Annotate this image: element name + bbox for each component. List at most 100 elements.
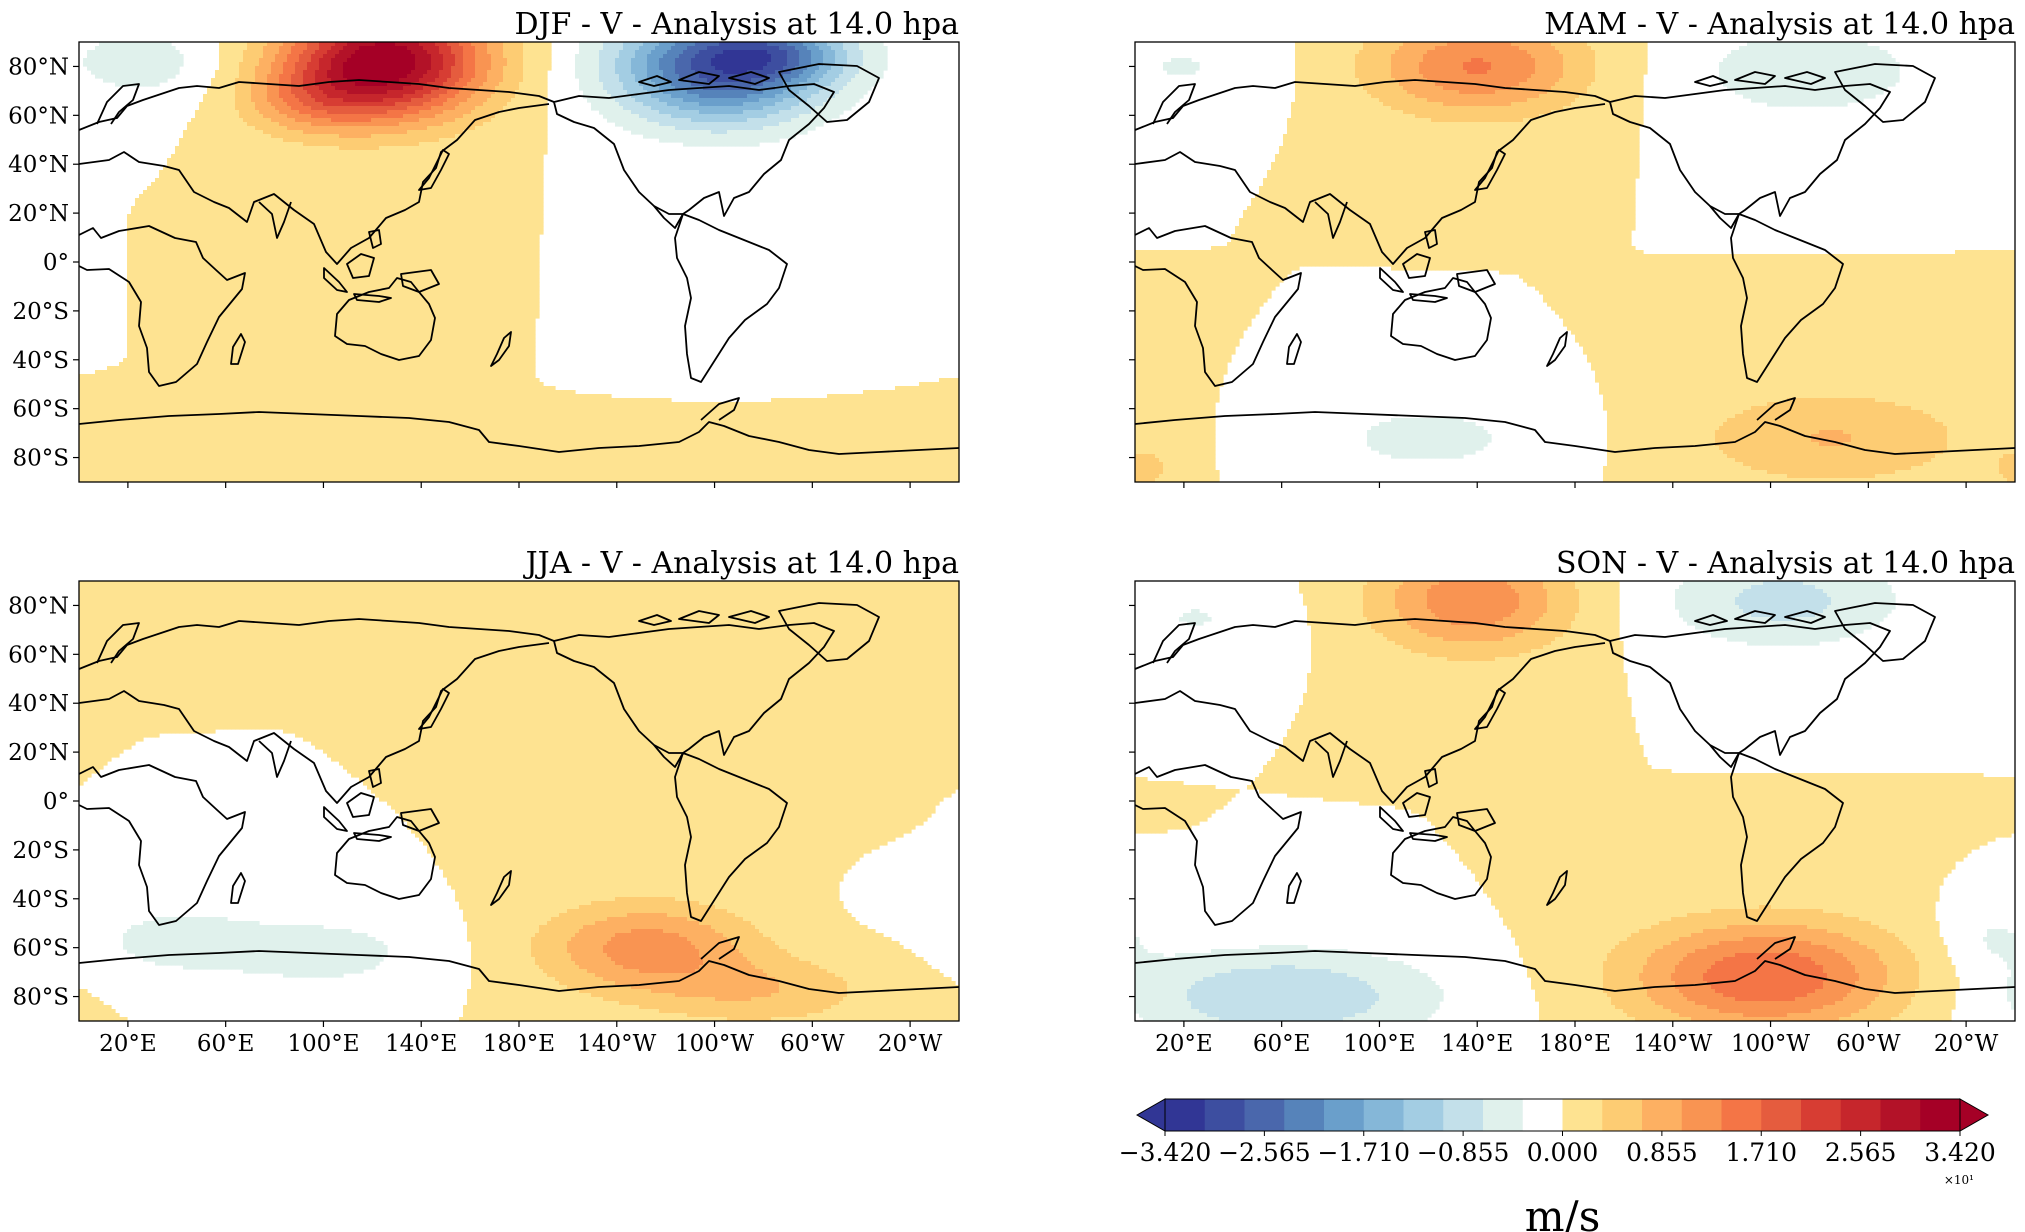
field-cell xyxy=(315,50,320,55)
field-cell xyxy=(419,90,424,95)
field-cell xyxy=(727,102,732,107)
field-cell xyxy=(255,154,260,159)
field-cell xyxy=(231,150,236,155)
field-cell xyxy=(123,54,128,59)
field-cell xyxy=(659,110,664,115)
field-cell xyxy=(715,102,720,107)
field-cell xyxy=(467,162,472,167)
field-cell xyxy=(443,126,448,131)
field-cell xyxy=(299,126,304,131)
field-cell xyxy=(663,98,668,103)
field-cell xyxy=(483,62,488,67)
field-cell xyxy=(695,122,700,127)
field-cell xyxy=(851,42,856,47)
field-cell xyxy=(255,126,260,131)
field-cell xyxy=(511,102,516,107)
field-cell xyxy=(387,162,392,167)
field-cell xyxy=(355,114,360,119)
field-cell xyxy=(279,58,284,63)
field-cell xyxy=(375,174,380,179)
field-cell xyxy=(691,106,696,111)
field-cell xyxy=(327,178,332,183)
field-cell xyxy=(603,110,608,115)
field-cell xyxy=(611,58,616,63)
field-cell xyxy=(495,46,500,51)
field-cell xyxy=(423,78,428,83)
field-cell xyxy=(411,74,416,79)
field-cell xyxy=(267,78,272,83)
field-cell xyxy=(263,98,268,103)
field-cell xyxy=(271,94,276,99)
field-cell xyxy=(499,138,504,143)
field-cell xyxy=(207,130,212,135)
field-cell xyxy=(351,134,356,139)
field-cell xyxy=(239,94,244,99)
field-cell xyxy=(631,102,636,107)
field-cell xyxy=(739,46,744,51)
field-cell xyxy=(863,46,868,51)
field-cell xyxy=(767,110,772,115)
field-cell xyxy=(443,110,448,115)
field-cell xyxy=(627,122,632,127)
field-cell xyxy=(295,90,300,95)
field-cell xyxy=(703,122,708,127)
field-cell xyxy=(471,158,476,163)
field-cell xyxy=(655,102,660,107)
field-cell xyxy=(487,138,492,143)
field-cell xyxy=(319,50,324,55)
field-cell xyxy=(471,70,476,75)
field-cell xyxy=(419,142,424,147)
field-cell xyxy=(275,86,280,91)
field-cell xyxy=(223,98,228,103)
field-cell xyxy=(407,70,412,75)
field-cell xyxy=(291,78,296,83)
field-cell xyxy=(671,106,676,111)
field-cell xyxy=(191,162,196,167)
field-cell xyxy=(223,78,228,83)
field-cell xyxy=(251,126,256,131)
field-cell xyxy=(791,46,796,51)
field-cell xyxy=(491,146,496,151)
field-cell xyxy=(527,54,532,59)
field-cell xyxy=(391,86,396,91)
field-cell xyxy=(835,102,840,107)
field-cell xyxy=(203,138,208,143)
field-cell xyxy=(543,70,548,75)
field-cell xyxy=(467,146,472,151)
field-cell xyxy=(127,74,132,79)
field-cell xyxy=(295,106,300,111)
field-cell xyxy=(455,130,460,135)
field-cell xyxy=(347,154,352,159)
field-cell xyxy=(287,74,292,79)
field-cell xyxy=(215,154,220,159)
field-cell xyxy=(775,110,780,115)
field-cell xyxy=(387,142,392,147)
field-cell xyxy=(331,122,336,127)
field-cell xyxy=(231,146,236,151)
field-cell xyxy=(503,174,508,179)
field-cell xyxy=(231,78,236,83)
field-cell xyxy=(251,146,256,151)
field-cell xyxy=(611,90,616,95)
field-cell xyxy=(247,126,252,131)
field-cell xyxy=(827,66,832,71)
field-cell xyxy=(823,90,828,95)
field-cell xyxy=(867,54,872,59)
field-cell xyxy=(151,70,156,75)
field-cell xyxy=(651,98,656,103)
field-cell xyxy=(383,110,388,115)
field-cell xyxy=(363,138,368,143)
field-cell xyxy=(391,178,396,183)
field-cell xyxy=(271,90,276,95)
field-cell xyxy=(371,162,376,167)
field-cell xyxy=(479,82,484,87)
field-cell xyxy=(743,130,748,135)
field-cell xyxy=(231,70,236,75)
field-cell xyxy=(527,114,532,119)
field-cell xyxy=(399,42,404,47)
field-cell xyxy=(267,174,272,179)
field-cell xyxy=(739,114,744,119)
field-cell xyxy=(135,58,140,63)
field-cell xyxy=(339,62,344,67)
field-cell xyxy=(831,74,836,79)
